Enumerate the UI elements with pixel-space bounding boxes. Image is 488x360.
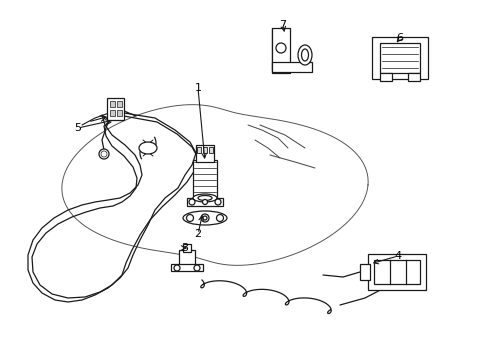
Bar: [183, 244, 191, 252]
Circle shape: [189, 199, 195, 205]
Circle shape: [186, 215, 193, 221]
Ellipse shape: [139, 142, 157, 154]
Bar: [208, 147, 213, 153]
Text: 3: 3: [181, 243, 188, 253]
Circle shape: [202, 199, 207, 204]
Ellipse shape: [193, 194, 217, 202]
Bar: [203, 147, 206, 153]
Text: 6: 6: [396, 33, 403, 43]
Text: 1: 1: [194, 83, 201, 93]
Bar: [117, 101, 122, 107]
Bar: [107, 98, 124, 120]
Bar: [271, 28, 289, 73]
Text: 4: 4: [394, 251, 401, 261]
Circle shape: [99, 149, 109, 159]
Text: 2: 2: [194, 229, 201, 239]
Bar: [379, 73, 391, 81]
Circle shape: [275, 43, 285, 53]
Ellipse shape: [183, 211, 226, 225]
Circle shape: [174, 265, 180, 271]
Bar: [196, 145, 214, 162]
Ellipse shape: [301, 49, 308, 61]
Circle shape: [194, 265, 200, 271]
Circle shape: [216, 215, 223, 221]
Bar: [367, 254, 425, 290]
Bar: [359, 264, 369, 280]
Bar: [110, 110, 115, 116]
Bar: [379, 43, 419, 73]
Circle shape: [215, 199, 221, 205]
Bar: [373, 260, 419, 284]
Circle shape: [203, 216, 206, 220]
Ellipse shape: [297, 45, 311, 65]
Bar: [193, 160, 217, 198]
Bar: [271, 62, 311, 72]
Circle shape: [201, 214, 208, 222]
Bar: [186, 198, 223, 206]
Text: 7: 7: [279, 20, 286, 30]
Bar: [371, 37, 427, 79]
Ellipse shape: [198, 195, 212, 201]
Bar: [110, 101, 115, 107]
Bar: [179, 250, 195, 266]
Text: 5: 5: [74, 123, 81, 133]
Bar: [171, 264, 203, 271]
Circle shape: [101, 151, 107, 157]
Bar: [117, 110, 122, 116]
Bar: [197, 147, 201, 153]
Bar: [407, 73, 419, 81]
